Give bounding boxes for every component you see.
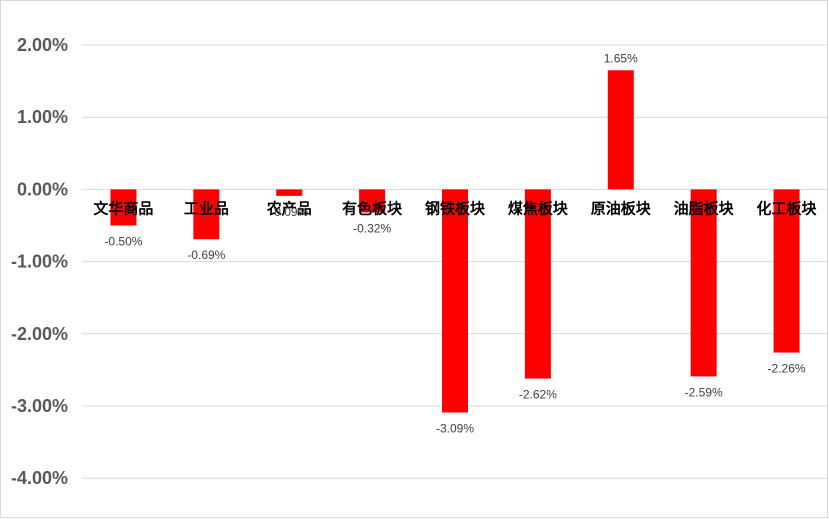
bar xyxy=(690,189,717,377)
data-label: -0.32% xyxy=(353,222,391,236)
x-category-label: 原油板块 xyxy=(591,199,652,217)
data-label: -3.09% xyxy=(436,421,474,435)
y-tick-label: 0.00% xyxy=(17,179,68,199)
x-category-label: 农产品 xyxy=(266,199,312,217)
y-tick-label: 2.00% xyxy=(17,35,68,55)
x-category-label: 煤焦板块 xyxy=(508,199,569,217)
bar xyxy=(442,189,468,413)
x-category-label: 文华商品 xyxy=(93,199,153,217)
bar xyxy=(110,189,137,226)
y-tick-label: -1.00% xyxy=(11,252,68,272)
y-tick-label: -2.00% xyxy=(11,324,68,344)
bar xyxy=(524,189,551,379)
x-category-label: 油脂板块 xyxy=(674,199,735,217)
x-category-label: 化工板块 xyxy=(757,199,818,217)
x-category-label: 工业品 xyxy=(184,199,229,217)
x-category-label: 有色板块 xyxy=(342,199,403,217)
x-category-label: 钢铁板块 xyxy=(425,199,486,217)
bar xyxy=(276,189,303,196)
bar xyxy=(193,189,220,240)
y-tick-label: -4.00% xyxy=(11,468,68,488)
data-label: -0.69% xyxy=(187,248,225,262)
data-label: -0.50% xyxy=(104,235,142,249)
y-tick-label: 1.00% xyxy=(17,107,68,127)
data-label: -0.09% xyxy=(270,205,308,219)
bar xyxy=(607,70,634,190)
data-label: -2.62% xyxy=(519,388,557,402)
data-label: -2.26% xyxy=(768,362,806,376)
data-label: -2.59% xyxy=(685,385,723,399)
data-label: 1.65% xyxy=(604,51,638,65)
y-tick-label: -3.00% xyxy=(11,396,68,416)
bar xyxy=(359,189,386,213)
bar xyxy=(773,189,800,353)
